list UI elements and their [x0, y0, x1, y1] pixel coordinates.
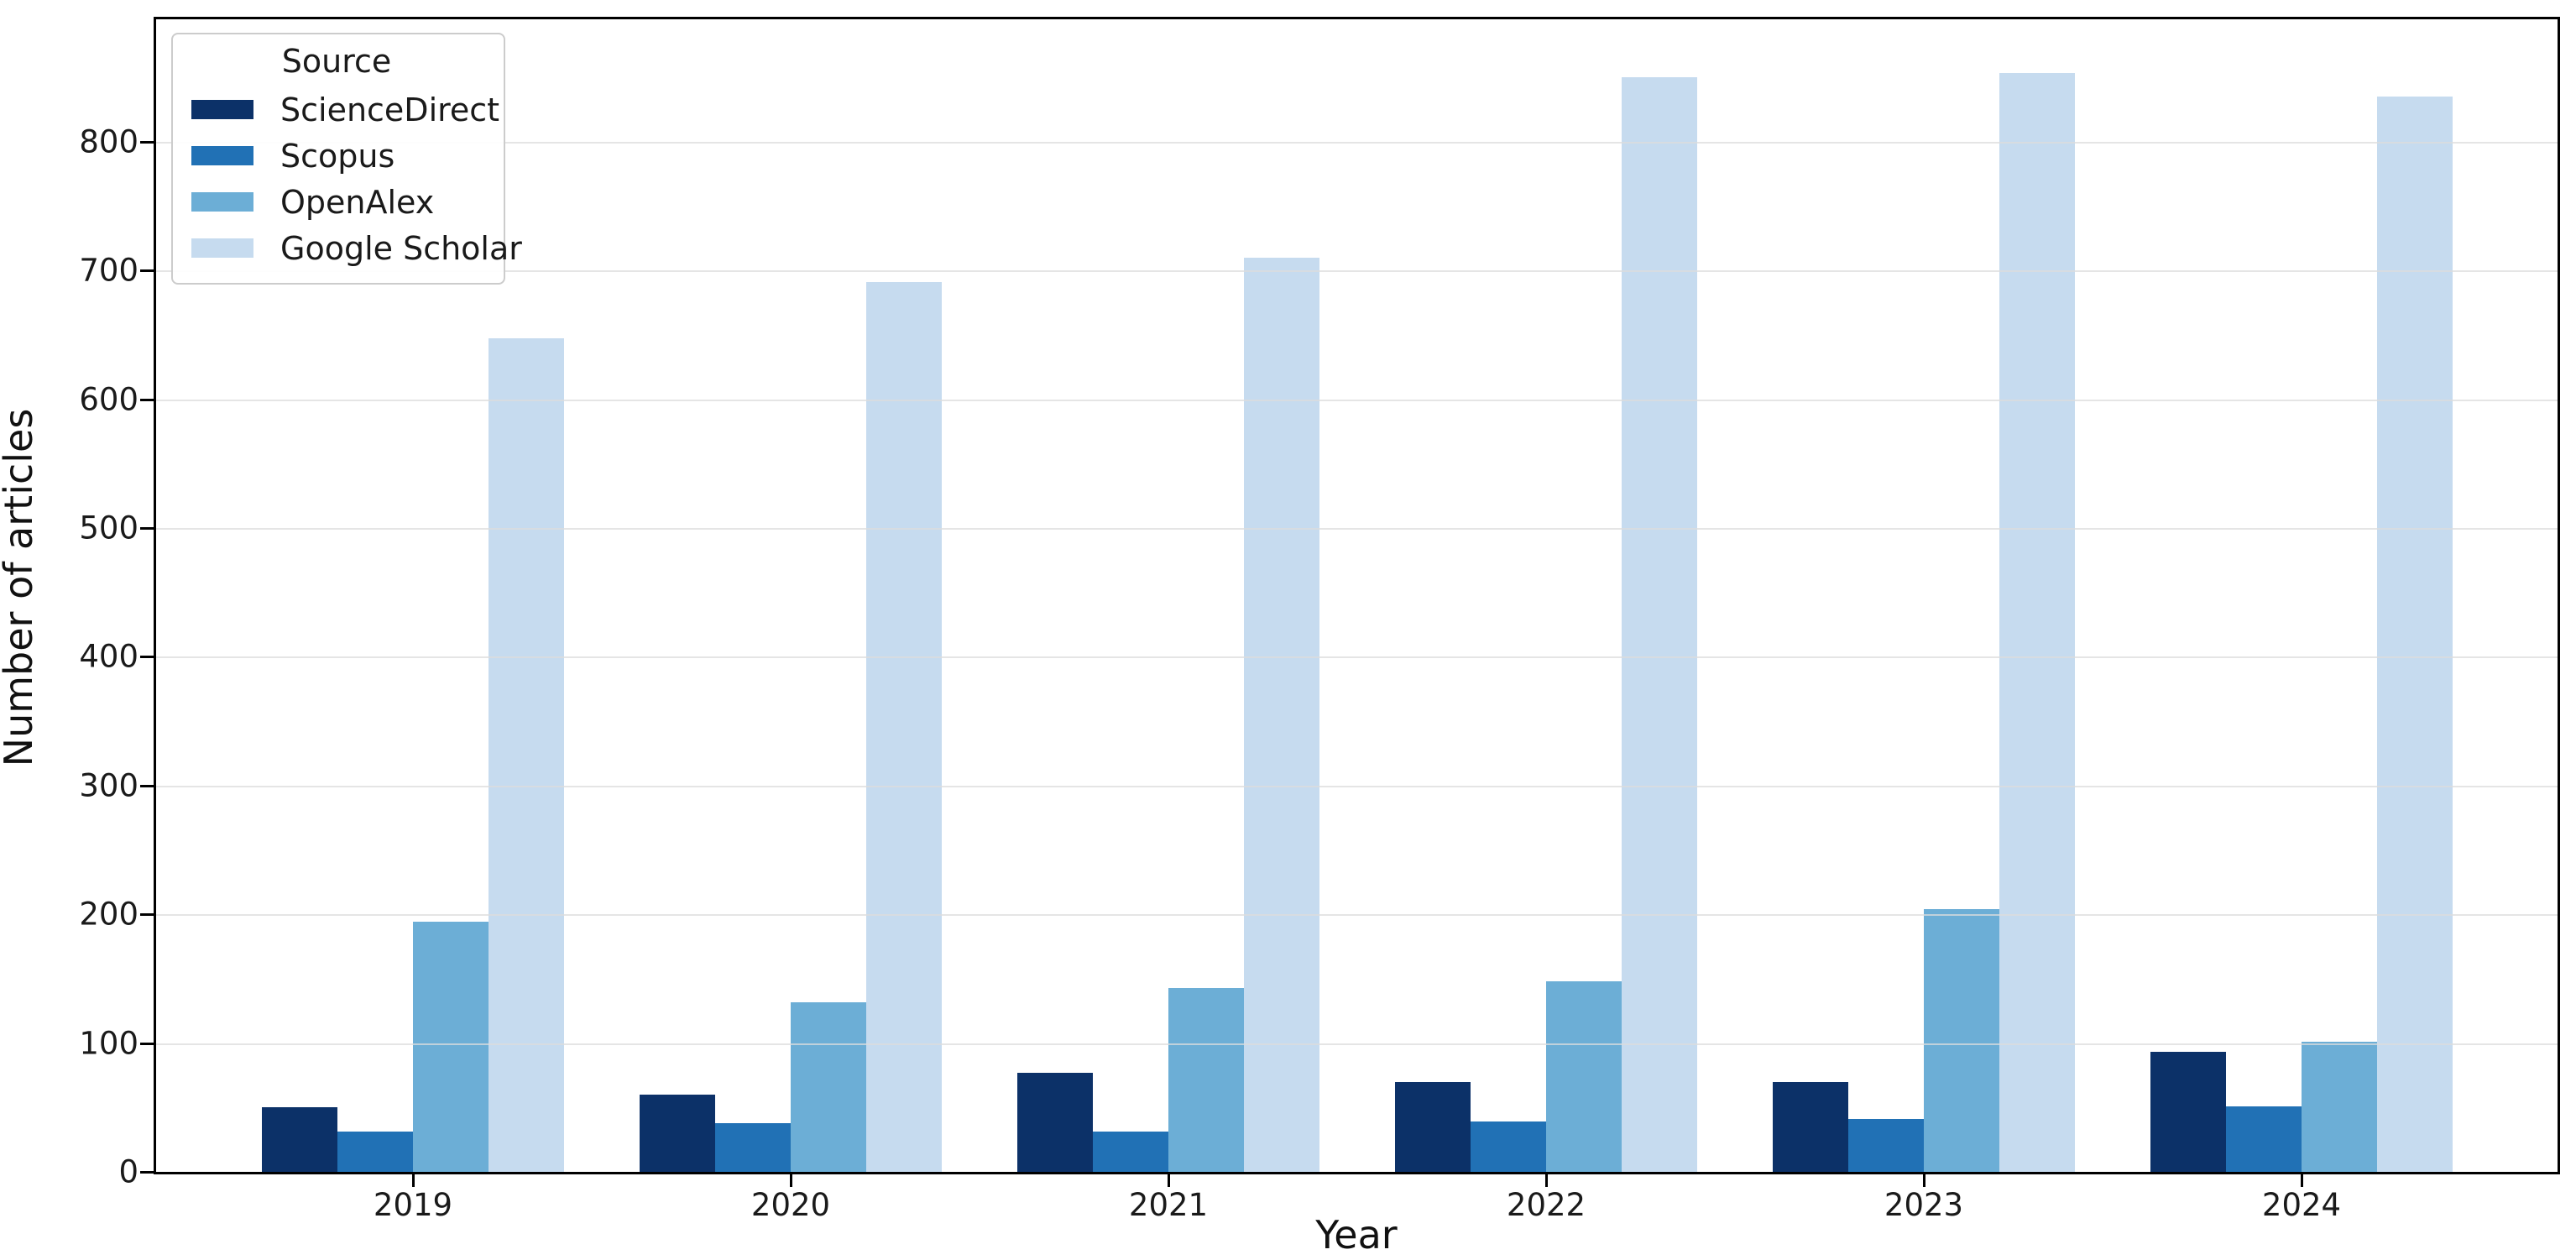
bar-sciencedirect-2019 — [262, 1107, 337, 1172]
x-tick-label-2024: 2024 — [2261, 1187, 2342, 1223]
gridline-400 — [156, 656, 2558, 659]
bar-scopus-2019 — [337, 1132, 413, 1172]
bar-scopus-2021 — [1093, 1132, 1168, 1172]
x-tick-label-2019: 2019 — [373, 1187, 453, 1223]
legend-swatch-scopus — [191, 146, 253, 165]
bar-scopus-2020 — [715, 1123, 791, 1172]
x-tick-mark-2022 — [1545, 1174, 1548, 1187]
y-tick-mark-0 — [140, 1171, 154, 1174]
legend-item-google-scholar: Google Scholar — [181, 225, 522, 271]
legend-label: ScienceDirect — [280, 91, 500, 128]
y-tick-mark-800 — [140, 140, 154, 144]
x-tick-label-2022: 2022 — [1506, 1187, 1586, 1223]
x-tick-mark-2021 — [1168, 1174, 1170, 1187]
bar-openalex-2021 — [1168, 988, 1244, 1172]
bar-scopus-2023 — [1848, 1119, 1924, 1172]
y-tick-label-400: 400 — [79, 638, 138, 675]
bar-sciencedirect-2023 — [1773, 1082, 1848, 1172]
bar-sciencedirect-2021 — [1017, 1073, 1093, 1172]
y-tick-label-200: 200 — [79, 896, 138, 933]
y-tick-mark-100 — [140, 1042, 154, 1045]
bar-openalex-2022 — [1546, 981, 1622, 1172]
gridline-300 — [156, 785, 2558, 787]
y-tick-mark-400 — [140, 656, 154, 659]
y-tick-label-100: 100 — [79, 1025, 138, 1062]
plot-area: Source ScienceDirect Scopus OpenAlex Google… — [154, 17, 2560, 1174]
x-tick-label-2021: 2021 — [1128, 1187, 1209, 1223]
y-tick-mark-600 — [140, 398, 154, 401]
gridline-700 — [156, 270, 2558, 273]
y-tick-label-300: 300 — [79, 767, 138, 804]
bar-google-scholar-2023 — [1999, 73, 2075, 1172]
bar-sciencedirect-2020 — [640, 1095, 715, 1172]
y-tick-mark-500 — [140, 526, 154, 530]
legend-swatch-sciencedirect — [191, 100, 253, 119]
bar-openalex-2020 — [791, 1002, 866, 1172]
bar-scopus-2022 — [1471, 1121, 1546, 1172]
y-tick-label-500: 500 — [79, 510, 138, 546]
x-tick-label-2023: 2023 — [1884, 1187, 1964, 1223]
x-tick-mark-2024 — [2301, 1174, 2303, 1187]
legend-title: Source — [281, 43, 392, 80]
bar-openalex-2019 — [413, 922, 489, 1172]
legend-rows: ScienceDirect Scopus OpenAlex Google Schola… — [181, 86, 522, 271]
y-tick-mark-200 — [140, 913, 154, 917]
y-tick-label-700: 700 — [79, 252, 138, 289]
legend-label: Scopus — [280, 137, 395, 175]
y-axis-label: Number of articles — [0, 408, 41, 767]
legend-label: OpenAlex — [280, 183, 435, 221]
bar-sciencedirect-2024 — [2150, 1052, 2226, 1172]
bar-openalex-2023 — [1924, 909, 1999, 1172]
bar-google-scholar-2024 — [2377, 97, 2453, 1172]
gridline-800 — [156, 141, 2558, 144]
y-tick-mark-300 — [140, 784, 154, 787]
bar-google-scholar-2021 — [1244, 258, 1319, 1172]
gridline-500 — [156, 527, 2558, 530]
y-tick-mark-700 — [140, 269, 154, 273]
bar-scopus-2024 — [2226, 1106, 2302, 1172]
y-tick-label-600: 600 — [79, 381, 138, 418]
legend-label: Google Scholar — [280, 229, 522, 267]
y-tick-label-800: 800 — [79, 123, 138, 160]
legend-swatch-openalex — [191, 192, 253, 212]
legend: Source ScienceDirect Scopus OpenAlex Google… — [171, 33, 522, 285]
x-tick-mark-2020 — [790, 1174, 792, 1187]
x-axis-label: Year — [1315, 1212, 1398, 1257]
x-tick-label-2020: 2020 — [750, 1187, 831, 1223]
bar-sciencedirect-2022 — [1395, 1082, 1471, 1172]
gridline-600 — [156, 399, 2558, 401]
legend-item-sciencedirect: ScienceDirect — [181, 86, 499, 133]
legend-item-scopus: Scopus — [181, 133, 492, 179]
y-tick-label-0: 0 — [118, 1153, 138, 1190]
bar-google-scholar-2020 — [866, 282, 942, 1172]
x-tick-mark-2023 — [1923, 1174, 1925, 1187]
gridline-200 — [156, 914, 2558, 917]
bar-google-scholar-2019 — [489, 338, 564, 1172]
bar-openalex-2024 — [2302, 1042, 2377, 1172]
bar-google-scholar-2022 — [1622, 77, 1697, 1172]
legend-item-openalex: OpenAlex — [181, 179, 492, 225]
gridline-100 — [156, 1043, 2558, 1045]
legend-swatch-google-scholar — [191, 238, 253, 258]
x-tick-mark-2019 — [412, 1174, 415, 1187]
